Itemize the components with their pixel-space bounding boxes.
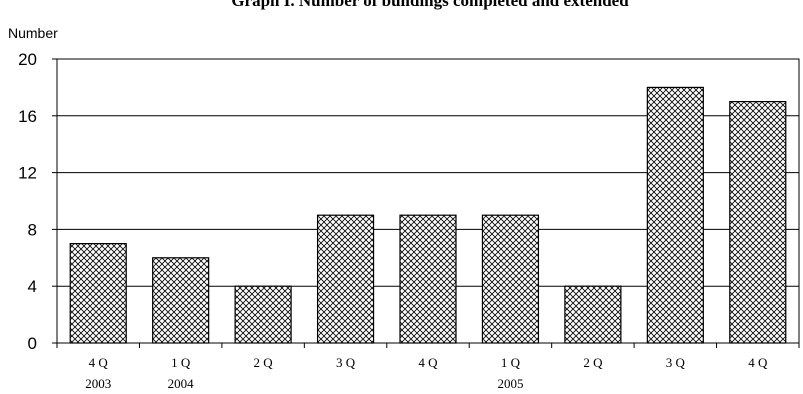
x-tick-label: 2 Q — [254, 355, 274, 370]
x-tick-label: 4 Q — [748, 355, 768, 370]
bars — [69, 86, 787, 344]
y-axis-ticks: 0 4 8 12 16 20 — [18, 50, 57, 353]
chart-title: Graph I. Number of buildings completed a… — [231, 0, 629, 10]
x-year-label: 2004 — [168, 376, 195, 391]
bar-7 — [646, 86, 704, 344]
y-axis-unit-label: Number — [8, 25, 58, 41]
y-tick-label: 0 — [28, 334, 37, 353]
x-tick-label: 1 Q — [501, 355, 521, 370]
bar-0 — [69, 243, 127, 344]
y-tick-label: 8 — [28, 220, 37, 239]
bar-6 — [564, 285, 622, 344]
x-year-label: 2005 — [497, 376, 523, 391]
x-tick-label: 3 Q — [336, 355, 356, 370]
bar-2 — [234, 285, 292, 344]
plot-area-frame — [56, 58, 800, 344]
x-tick-label: 4 Q — [418, 355, 438, 370]
x-tick-label: 3 Q — [666, 355, 686, 370]
x-axis-ticks: 4 Q 2003 1 Q 2004 2 Q 3 Q 4 Q 1 Q 2005 2 Q 3 Q 4 Q — [56, 343, 800, 391]
bar-8 — [729, 100, 787, 344]
y-tick-label: 20 — [18, 50, 37, 69]
y-tick-label: 16 — [18, 107, 37, 126]
y-tick-label: 12 — [18, 164, 37, 183]
bar-5 — [481, 214, 540, 344]
x-tick-label: 1 Q — [171, 355, 191, 370]
y-tick-label: 4 — [28, 277, 37, 296]
x-tick-label: 2 Q — [583, 355, 603, 370]
x-tick-label: 4 Q — [89, 355, 109, 370]
bar-1 — [152, 257, 210, 344]
x-year-label: 2003 — [85, 376, 111, 391]
bar-3 — [316, 214, 375, 344]
bar-4 — [399, 214, 457, 344]
